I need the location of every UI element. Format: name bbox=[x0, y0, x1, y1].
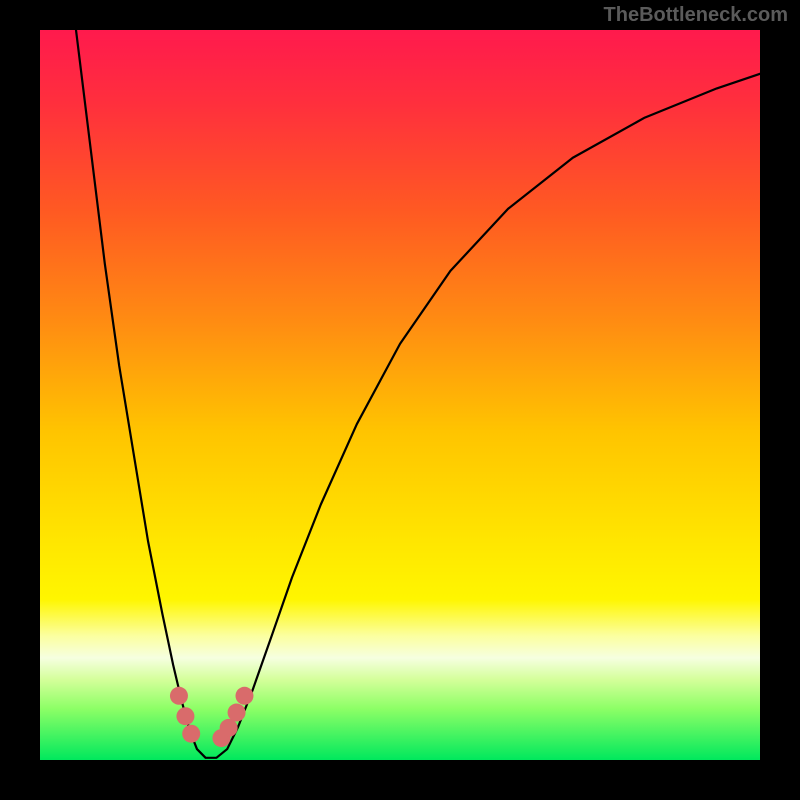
bottleneck-curve bbox=[76, 30, 760, 758]
marker-point bbox=[170, 687, 188, 705]
marker-point bbox=[235, 687, 253, 705]
watermark-text: TheBottleneck.com bbox=[604, 4, 788, 27]
marker-point bbox=[182, 725, 200, 743]
plot-area bbox=[40, 30, 760, 760]
marker-point bbox=[220, 719, 238, 737]
marker-point bbox=[228, 704, 246, 722]
markers-group bbox=[170, 687, 254, 747]
marker-point bbox=[176, 707, 194, 725]
curve-layer bbox=[40, 30, 760, 760]
chart-frame: TheBottleneck.com bbox=[0, 0, 800, 800]
